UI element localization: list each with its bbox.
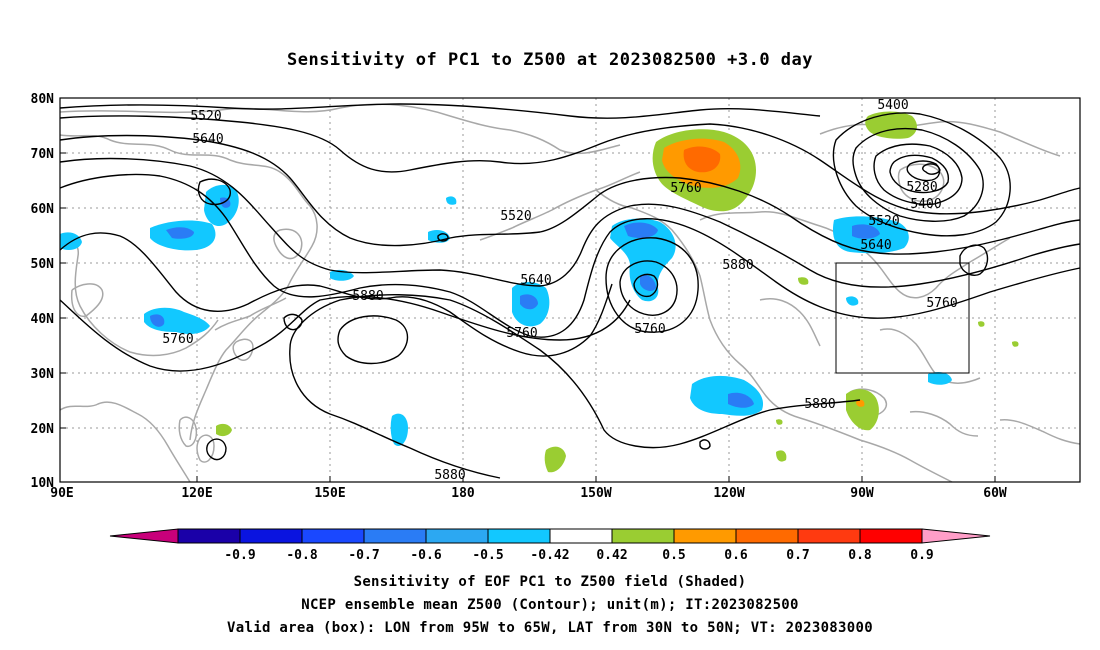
contour-label: 5640 bbox=[860, 238, 891, 253]
caption-line-2: NCEP ensemble mean Z500 (Contour); unit(… bbox=[301, 597, 799, 613]
contour-label: 5520 bbox=[868, 214, 899, 229]
colorbar-tick-label: 0.7 bbox=[786, 548, 809, 563]
colorbar-swatch bbox=[797, 528, 861, 544]
tick-marks bbox=[60, 97, 996, 482]
longitude-labels: 90E 120E 150E 180 150W 120W 90W 60W bbox=[50, 486, 1007, 501]
lon-label: 60W bbox=[983, 486, 1007, 501]
valid-area-box bbox=[835, 262, 970, 374]
colorbar-arrow-left bbox=[109, 528, 179, 544]
lon-label: 120W bbox=[713, 486, 744, 501]
colorbar-swatch bbox=[425, 528, 489, 544]
contour-label: 5400 bbox=[910, 197, 941, 212]
colorbar-swatch bbox=[735, 528, 799, 544]
contour-label: 5520 bbox=[500, 209, 531, 224]
lat-label: 50N bbox=[31, 257, 55, 272]
lon-label: 150E bbox=[314, 486, 345, 501]
lon-label: 150W bbox=[580, 486, 611, 501]
colorbar-tick-label: -0.6 bbox=[410, 548, 441, 563]
lat-label: 70N bbox=[31, 147, 55, 162]
contour-label: 5760 bbox=[926, 296, 957, 311]
contour-label: 5880 bbox=[804, 397, 835, 412]
latitude-labels: 80N 70N 60N 50N 40N 30N 20N 10N bbox=[31, 92, 55, 491]
colorbar-tick-label: -0.9 bbox=[224, 548, 255, 563]
colorbar-tick-label: -0.42 bbox=[530, 548, 569, 563]
colorbar-arrow-right bbox=[921, 528, 991, 544]
colorbar: -0.9 -0.8 -0.7 -0.6 -0.5 -0.42 0.42 0.5 0.6 0.7 0.… bbox=[109, 528, 991, 563]
colorbar-tick-label: 0.8 bbox=[848, 548, 872, 563]
colorbar-swatch bbox=[611, 528, 675, 544]
lat-label: 80N bbox=[31, 92, 55, 107]
z500-contours bbox=[59, 103, 1081, 479]
colorbar-tick-label: -0.7 bbox=[348, 548, 379, 563]
contour-label: 5400 bbox=[877, 98, 908, 113]
contour-label: 5640 bbox=[520, 273, 551, 288]
map-frame bbox=[60, 98, 1080, 482]
colorbar-swatch bbox=[301, 528, 365, 544]
contour-label: 5760 bbox=[634, 322, 665, 337]
lon-label: 90E bbox=[50, 486, 73, 501]
coastlines bbox=[59, 103, 1081, 483]
colorbar-tick-label: 0.42 bbox=[596, 548, 627, 563]
contour-label: 5760 bbox=[506, 326, 537, 341]
lat-label: 40N bbox=[31, 312, 55, 327]
lat-label: 60N bbox=[31, 202, 55, 217]
contour-label: 5760 bbox=[162, 332, 193, 347]
colorbar-tick-label: -0.5 bbox=[472, 548, 503, 563]
map-border bbox=[59, 97, 1081, 483]
contour-label: 5280 bbox=[906, 180, 937, 195]
colorbar-swatch bbox=[487, 528, 551, 544]
colorbar-tick-label: -0.8 bbox=[286, 548, 317, 563]
colorbar-swatch bbox=[363, 528, 427, 544]
colorbar-swatch bbox=[673, 528, 737, 544]
colorbar-swatch bbox=[177, 528, 241, 544]
contour-label: 5640 bbox=[192, 132, 223, 147]
contour-labels: 5520 5640 5400 5280 5400 5520 5640 5760 … bbox=[162, 98, 957, 483]
contour-label: 5880 bbox=[434, 468, 465, 483]
contour-label: 5760 bbox=[670, 181, 701, 196]
lon-label: 120E bbox=[181, 486, 212, 501]
colorbar-tick-label: 0.9 bbox=[910, 548, 933, 563]
contour-label: 5520 bbox=[190, 109, 221, 124]
colorbar-swatch bbox=[859, 528, 923, 544]
contour-label: 5880 bbox=[352, 289, 383, 304]
colorbar-swatch bbox=[549, 528, 613, 544]
lon-label: 90W bbox=[850, 486, 874, 501]
lat-label: 30N bbox=[31, 367, 55, 382]
colorbar-tick-label: 0.5 bbox=[662, 548, 685, 563]
lon-label: 180 bbox=[451, 486, 475, 501]
chart-title: Sensitivity of PC1 to Z500 at 2023082500… bbox=[286, 50, 813, 70]
caption-line-3: Valid area (box): LON from 95W to 65W, L… bbox=[227, 620, 873, 636]
lat-label: 10N bbox=[31, 476, 55, 491]
caption-line-1: Sensitivity of EOF PC1 to Z500 field (Sh… bbox=[353, 574, 747, 590]
contour-label: 5880 bbox=[722, 258, 753, 273]
colorbar-swatch bbox=[239, 528, 303, 544]
colorbar-tick-label: 0.6 bbox=[724, 548, 748, 563]
lat-label: 20N bbox=[31, 422, 55, 437]
